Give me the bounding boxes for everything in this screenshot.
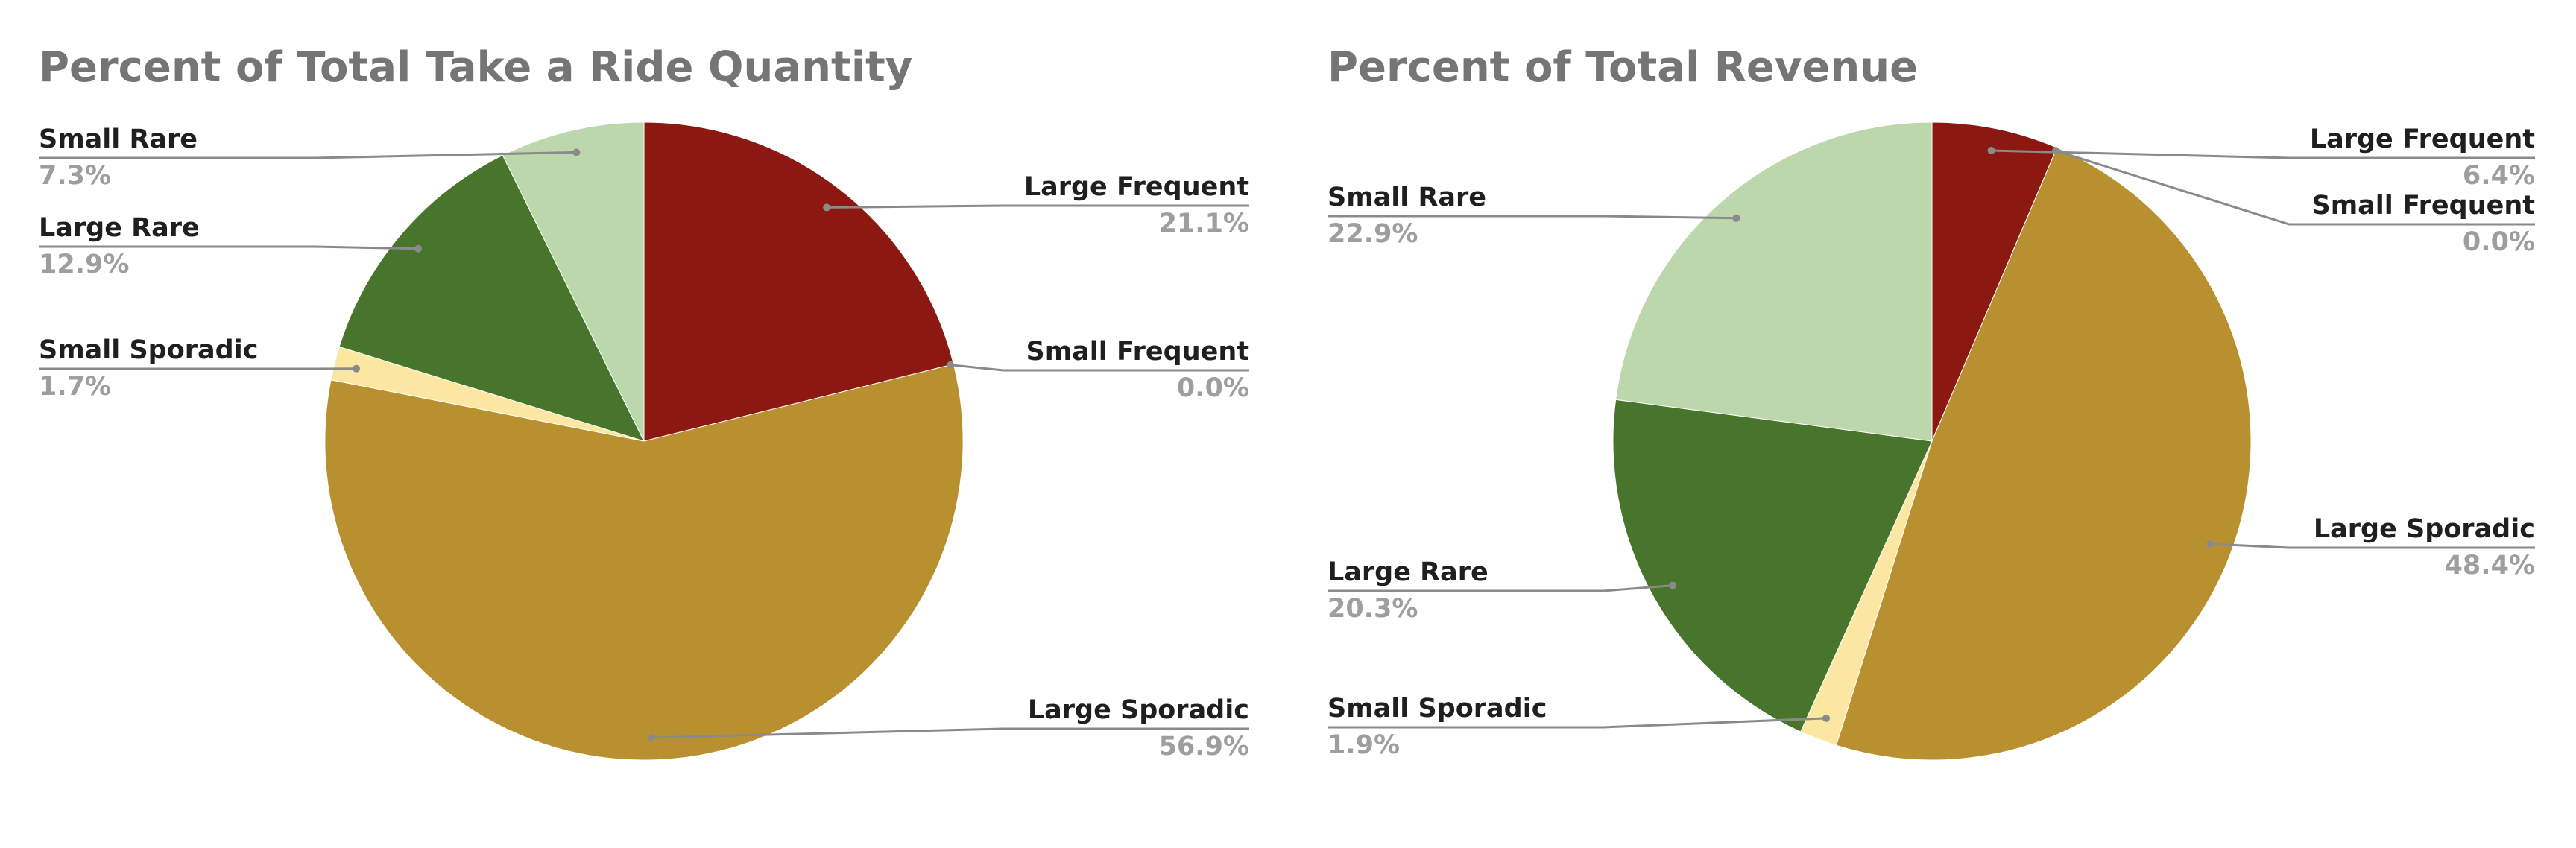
pie-slice-small-rare (502, 121, 645, 442)
slice-percent-small-rare: 22.9% (1328, 219, 1418, 249)
leader-line-large-rare (39, 245, 419, 250)
slice-label-large-frequent: Large Frequent (2310, 124, 2535, 154)
slice-label-large-rare: Large Rare (1328, 557, 1489, 587)
pie-chart: Large Frequent 6.4%Small Frequent 0.0% Larg… (1328, 121, 2535, 761)
slice-label-small-rare: Small Rare (39, 124, 198, 154)
slice-percent-small-sporadic: 1.7% (39, 372, 111, 402)
leader-line-large-sporadic (2210, 542, 2535, 549)
leader-dot-large-rare (1669, 581, 1677, 589)
leader-dot-large-sporadic (648, 733, 656, 741)
pie-slices (1612, 121, 2252, 761)
pie-slice-large-rare (338, 154, 645, 442)
slice-label-small-frequent: Small Frequent (1026, 337, 1250, 367)
pie-slice-large-frequent (643, 121, 954, 442)
leader-dot-large-sporadic (2206, 540, 2214, 548)
leader-dot-small-sporadic (1822, 714, 1830, 722)
slice-percent-large-frequent: 6.4% (2463, 161, 2535, 191)
slice-percent-small-frequent: 0.0% (1177, 373, 1249, 403)
leader-line-large-frequent (827, 204, 1249, 209)
pie-slice-small-rare (1615, 121, 1933, 442)
slice-label-large-frequent: Large Frequent (1024, 172, 1249, 202)
slice-label-large-rare: Large Rare (39, 213, 200, 243)
slice-percent-large-sporadic: 56.9% (1159, 732, 1249, 762)
leader-line-small-rare (39, 151, 577, 159)
leader-line-small-frequent (950, 364, 1249, 372)
slice-percent-large-sporadic: 48.4% (2445, 551, 2535, 580)
pie-slice-large-frequent (1931, 121, 2058, 442)
leader-line-small-rare (1328, 215, 1737, 220)
slice-percent-small-sporadic: 1.9% (1328, 730, 1400, 760)
leader-dot-small-frequent (947, 361, 955, 369)
leader-dot-large-frequent (823, 203, 831, 212)
slice-label-small-frequent: Small Frequent (2312, 191, 2536, 221)
leader-line-large-rare (1328, 584, 1673, 592)
leader-line-small-sporadic (1328, 717, 1827, 729)
slice-percent-small-frequent: 0.0% (2463, 227, 2535, 257)
slice-label-large-sporadic: Large Sporadic (1028, 695, 1249, 725)
slice-percent-large-frequent: 21.1% (1159, 209, 1249, 238)
pie-labels: Large Frequent 21.1% Small Frequent 0.0% Lar… (39, 124, 1249, 762)
chart-title: Percent of Total Revenue (1328, 43, 1919, 92)
pie-slices (324, 121, 964, 761)
pie-slice-large-rare (1612, 399, 1933, 732)
pie-slice-large-sporadic (324, 364, 964, 761)
leader-dot-small-rare (1732, 214, 1740, 222)
leader-dot-large-frequent (1987, 146, 1995, 154)
leader-dot-small-frequent (2051, 147, 2059, 155)
leader-dot-small-rare (572, 148, 581, 156)
slice-label-small-rare: Small Rare (1328, 183, 1486, 212)
slice-percent-large-rare: 12.9% (39, 250, 129, 279)
slice-label-small-sporadic: Small Sporadic (1328, 694, 1547, 724)
chart-revenue: Percent of Total Revenue Large Frequent 6… (1288, 0, 2576, 848)
leader-line-large-frequent (1991, 149, 2535, 159)
slice-label-small-sporadic: Small Sporadic (39, 335, 258, 365)
pie-labels: Large Frequent 6.4%Small Frequent 0.0% Larg… (1328, 124, 2535, 760)
chart-title: Percent of Total Take a Ride Quantity (39, 43, 913, 92)
leader-dot-large-rare (414, 244, 423, 253)
leader-dot-small-sporadic (353, 364, 361, 373)
slice-label-large-sporadic: Large Sporadic (2314, 514, 2535, 544)
slice-percent-small-rare: 7.3% (39, 161, 111, 191)
chart-ride-quantity: Percent of Total Take a Ride Quantity La… (39, 43, 1249, 762)
pie-slice-large-sporadic (1835, 147, 2252, 761)
leader-line-small-frequent (2055, 149, 2535, 226)
leader-line-large-sporadic (651, 727, 1249, 739)
slice-percent-large-rare: 20.3% (1328, 594, 1418, 624)
pie-chart: Large Frequent 21.1% Small Frequent 0.0% Lar… (39, 121, 1249, 762)
